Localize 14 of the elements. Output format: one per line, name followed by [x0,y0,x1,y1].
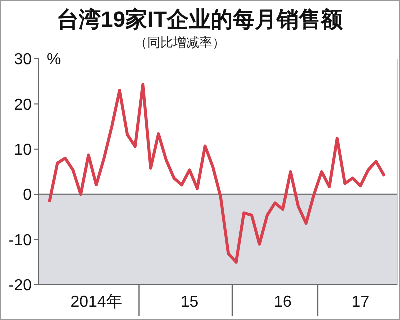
y-tick-label: 10 [14,142,32,159]
y-tick-label: -10 [8,232,32,250]
x-tick-label: 16 [274,294,292,311]
x-tick-label: 2014年 [70,294,122,311]
x-tick-label: 17 [352,294,370,311]
y-axis-title: % [47,52,62,69]
y-tick-label: -20 [8,278,32,295]
chart-subtitle: （同比增减率） [134,35,226,50]
x-tick-label: 15 [180,294,199,311]
chart-title: 台湾19家IT企业的每月销售额 [56,7,344,32]
y-tick-label: 0 [23,187,32,204]
y-tick-label: 30 [14,52,32,69]
y-tick-label: 20 [14,96,32,114]
line-series [48,83,386,264]
